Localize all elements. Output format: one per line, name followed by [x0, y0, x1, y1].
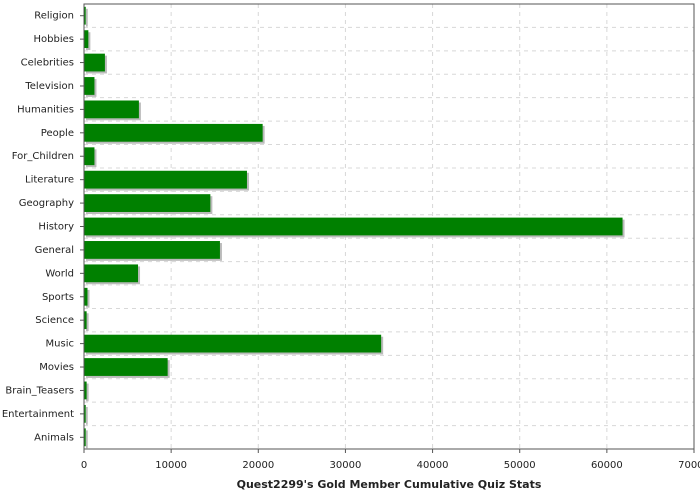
x-tick-label: 20000	[242, 460, 274, 471]
y-tick-label: Music	[46, 339, 74, 350]
y-tick-label: Sports	[42, 292, 74, 303]
plot-frame	[83, 3, 695, 450]
x-tick-label: 10000	[155, 460, 187, 471]
x-tick-label: 70000	[678, 460, 700, 471]
bar	[84, 170, 247, 189]
bar	[84, 404, 86, 423]
bar	[84, 358, 168, 376]
bar	[84, 53, 105, 72]
y-tick-label: Literature	[25, 175, 74, 186]
bar	[84, 6, 86, 25]
bar	[84, 241, 220, 259]
bar-shadow	[86, 8, 88, 27]
bar-shadow	[86, 383, 89, 402]
bar	[84, 287, 88, 306]
y-tick-label: Animals	[34, 432, 74, 443]
y-tick-label: Hobbies	[34, 34, 74, 45]
y-tick-label: World	[45, 268, 74, 279]
y-tick-label: People	[41, 128, 74, 139]
bar	[84, 428, 86, 447]
bar	[84, 147, 95, 166]
x-tick-label: 60000	[591, 460, 623, 471]
bar-shadow	[86, 430, 88, 449]
y-tick-label: Movies	[39, 362, 74, 373]
y-tick-label: Humanities	[17, 104, 74, 115]
x-tick-label: 0	[81, 460, 87, 471]
bar-shadow	[86, 289, 90, 308]
x-tick-label: 50000	[504, 460, 536, 471]
bar	[84, 217, 623, 236]
y-tick-label: Science	[35, 315, 74, 326]
y-tick-label: General	[35, 245, 74, 256]
bar	[84, 30, 89, 49]
bar	[84, 264, 139, 283]
x-tick-label: 30000	[330, 460, 362, 471]
y-tick-label: History	[38, 222, 74, 233]
x-tick-label: 40000	[417, 460, 449, 471]
bar	[84, 194, 211, 212]
y-tick-label: Television	[24, 81, 74, 92]
y-tick-label: Entertainment	[2, 409, 74, 420]
x-axis-label: Quest2299's Gold Member Cumulative Quiz …	[237, 478, 542, 491]
bar-shadow	[86, 313, 89, 332]
bar	[84, 100, 139, 119]
y-tick-label: Geography	[19, 198, 74, 209]
y-tick-label: Brain_Teasers	[5, 385, 74, 396]
y-tick-label: Religion	[34, 11, 74, 22]
bar-shadow	[86, 406, 88, 425]
y-tick-label: For_Children	[12, 151, 74, 162]
y-tick-label: Celebrities	[21, 58, 74, 69]
bar	[84, 334, 382, 353]
bar	[84, 311, 87, 330]
bar	[84, 381, 87, 400]
bar	[84, 77, 95, 95]
bar	[84, 123, 263, 142]
